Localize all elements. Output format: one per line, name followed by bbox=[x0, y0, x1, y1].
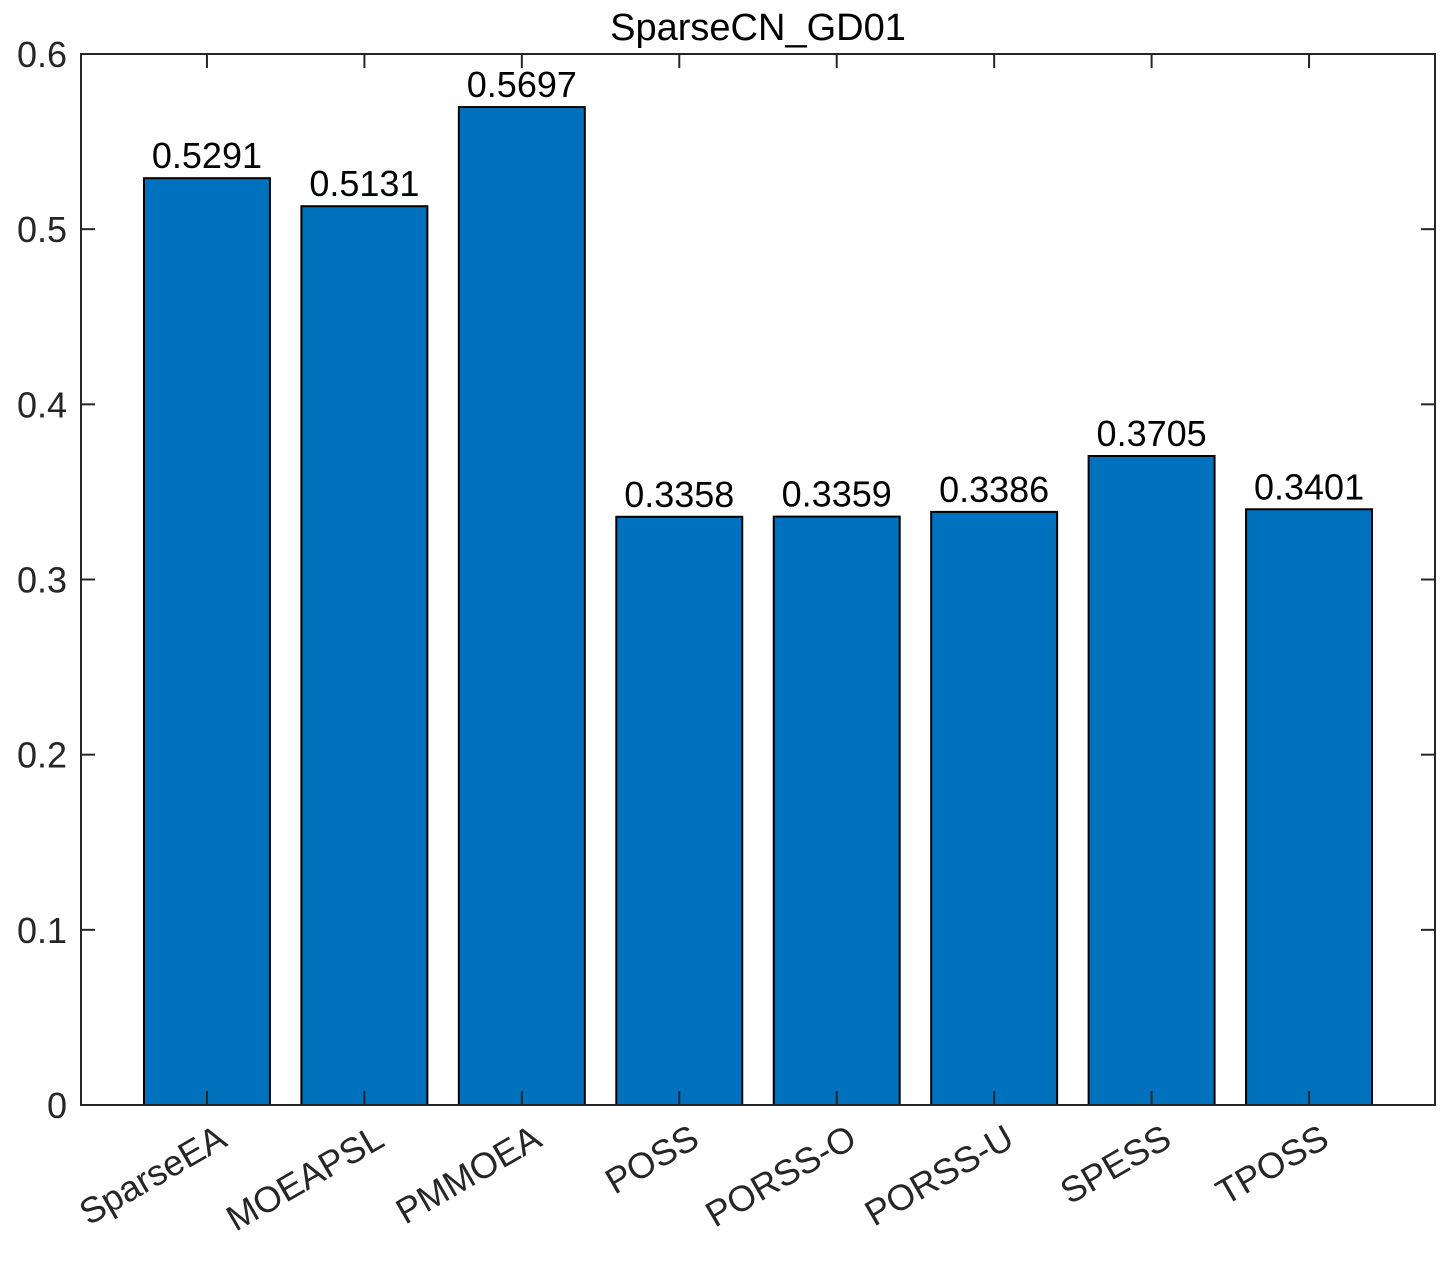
bars-layer bbox=[142, 106, 1374, 1106]
chart-title: SparseCN_GD01 bbox=[610, 7, 906, 49]
x-category-label: PORSS-U bbox=[858, 1116, 1021, 1234]
y-tick-label: 0.5 bbox=[17, 209, 67, 250]
data-label: 0.3401 bbox=[1254, 466, 1364, 507]
y-tick-label: 0.2 bbox=[17, 735, 67, 776]
data-label: 0.5291 bbox=[152, 135, 262, 176]
bar-porss-o bbox=[772, 515, 901, 1106]
data-label: 0.5131 bbox=[309, 163, 419, 204]
bar-porss-u bbox=[930, 510, 1059, 1106]
bar-tposs bbox=[1245, 508, 1374, 1106]
x-category-label: SparseEA bbox=[72, 1116, 233, 1233]
y-tick-label: 0.6 bbox=[17, 34, 67, 75]
x-category-label: MOEAPSL bbox=[219, 1116, 390, 1239]
bar-pmmoea bbox=[457, 106, 586, 1106]
x-category-label: TPOSS bbox=[1209, 1116, 1335, 1213]
x-category-label: PORSS-O bbox=[698, 1116, 862, 1235]
data-label: 0.3358 bbox=[624, 474, 734, 515]
plot-frame bbox=[80, 53, 1436, 1106]
bar-sparseea bbox=[142, 177, 271, 1106]
data-label: 0.3705 bbox=[1097, 413, 1207, 454]
y-tick-label: 0.4 bbox=[17, 384, 67, 425]
data-label: 0.5697 bbox=[467, 64, 577, 105]
bar-moeapsl bbox=[300, 205, 429, 1106]
bar-spess bbox=[1087, 455, 1216, 1106]
bar-poss bbox=[615, 515, 744, 1106]
data-label: 0.3386 bbox=[939, 469, 1049, 510]
x-category-label: POSS bbox=[598, 1116, 705, 1202]
y-tick-label: 0.1 bbox=[17, 910, 67, 951]
y-tick-label: 0.3 bbox=[17, 560, 67, 601]
y-tick-label: 0 bbox=[47, 1085, 67, 1126]
x-category-label: PMMOEA bbox=[389, 1116, 548, 1232]
ticks-layer bbox=[81, 53, 1435, 1106]
data-label: 0.3359 bbox=[782, 474, 892, 515]
x-category-label: SPESS bbox=[1053, 1116, 1177, 1212]
